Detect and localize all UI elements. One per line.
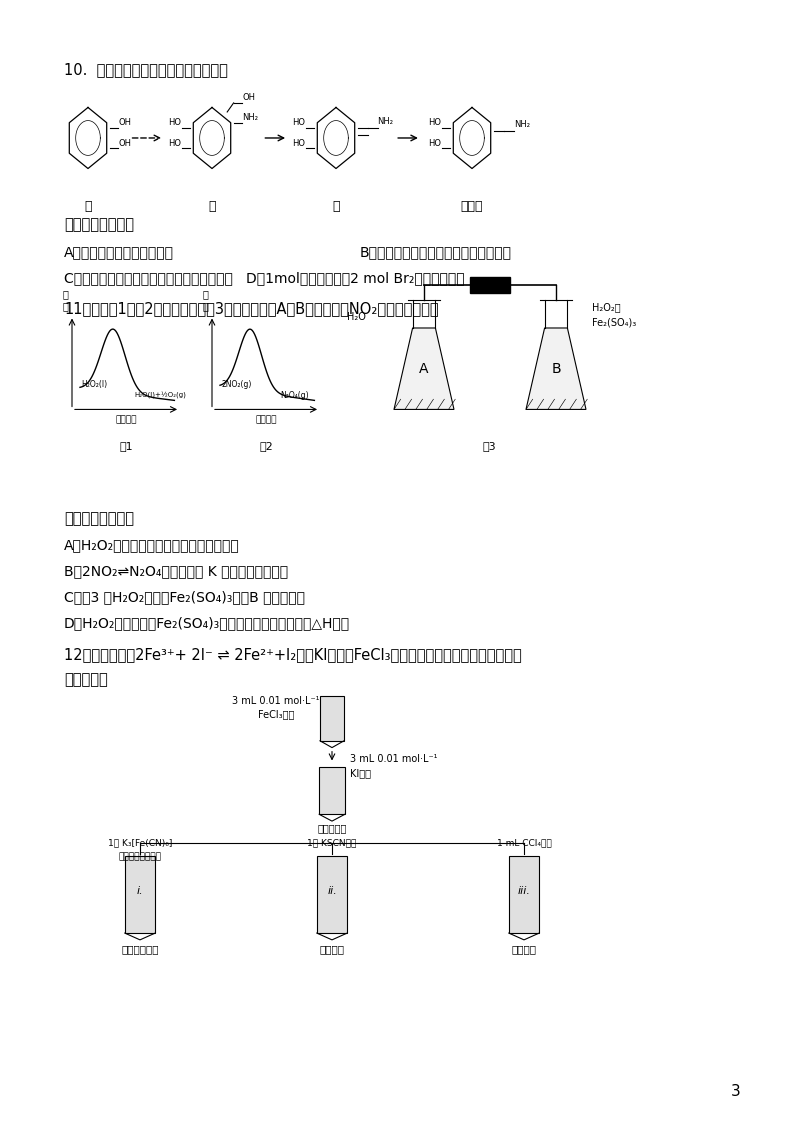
Text: 反应过程: 反应过程 [256,415,277,424]
Text: A．H₂O₂中只含有极性共价键，不含离子键: A．H₂O₂中只含有极性共价键，不含离子键 [64,538,240,552]
Bar [509,856,539,933]
Bar [320,696,344,741]
Text: 产生蓝色沉淀: 产生蓝色沉淀 [122,944,158,955]
Polygon shape [526,328,586,409]
Text: A: A [419,362,429,375]
Polygon shape [394,328,454,409]
Text: 下列说法正确的是: 下列说法正确的是 [64,511,134,526]
Bar [319,767,345,814]
Bar [317,856,347,933]
Text: 10.  多巴胺的一种合成路线如下图所示: 10. 多巴胺的一种合成路线如下图所示 [64,62,228,77]
Text: OH: OH [118,139,131,148]
Text: 1滴 K₃[Fe(CN)₆]: 1滴 K₃[Fe(CN)₆] [108,838,172,847]
Text: NH₂: NH₂ [378,116,394,126]
Text: 不正确的是: 不正确的是 [64,672,108,687]
Text: 溶液变红: 溶液变红 [319,944,345,955]
Text: NH₂: NH₂ [514,120,530,129]
Text: A．原料甲与苯酚互为同系物: A．原料甲与苯酚互为同系物 [64,245,174,259]
Text: 3 mL 0.01 mol·L⁻¹: 3 mL 0.01 mol·L⁻¹ [232,696,320,706]
Text: HO: HO [293,139,306,148]
Text: 1 mL CCl₄溶液: 1 mL CCl₄溶液 [497,838,551,847]
Text: 图3: 图3 [482,441,497,451]
Text: HO: HO [169,118,182,127]
Text: HO: HO [169,139,182,148]
Text: OH: OH [242,93,255,102]
Text: B．中间产物乙、丙和多巴胺都具有两性: B．中间产物乙、丙和多巴胺都具有两性 [360,245,512,259]
Text: 1滴 KSCN溶液: 1滴 KSCN溶液 [307,838,357,847]
Text: 11．利用图1和图2中的信息，按图3装置（连接的A、B瓶中已充有NO₂气体）进行实验: 11．利用图1和图2中的信息，按图3装置（连接的A、B瓶中已充有NO₂气体）进行… [64,301,438,316]
Text: C．图3 向H₂O₂中加入Fe₂(SO₄)₃后，B 中颜色变浅: C．图3 向H₂O₂中加入Fe₂(SO₄)₃后，B 中颜色变浅 [64,590,305,604]
Text: 振荡静置: 振荡静置 [511,944,537,955]
Text: 能
量: 能 量 [62,290,68,311]
Text: 图2: 图2 [259,441,274,451]
Text: OH: OH [118,118,131,127]
Text: 乙: 乙 [208,200,216,213]
Text: 能
量: 能 量 [202,290,208,311]
Text: KI溶液: KI溶液 [350,768,370,778]
Text: HO: HO [429,139,442,148]
Text: H₂O₂(l): H₂O₂(l) [82,380,108,389]
Text: 3 mL 0.01 mol·L⁻¹: 3 mL 0.01 mol·L⁻¹ [350,754,437,765]
Text: 反应过程: 反应过程 [116,415,137,424]
Text: Fe₂(SO₄)₃: Fe₂(SO₄)₃ [592,318,637,327]
Text: 下列说法正确的是: 下列说法正确的是 [64,217,134,232]
Text: H₂O: H₂O [347,312,366,321]
Text: H₂O₂和: H₂O₂和 [592,303,621,312]
Text: ii.: ii. [327,886,337,896]
Text: i.: i. [137,886,143,896]
Text: HO: HO [293,118,306,127]
Text: 3: 3 [731,1085,741,1099]
Text: 12．已知反应：2Fe³⁺+ 2I⁻ ⇌ 2Fe²⁺+I₂，用KI溶液和FeCl₃溶液进行如下实验。下列说法中，: 12．已知反应：2Fe³⁺+ 2I⁻ ⇌ 2Fe²⁺+I₂，用KI溶液和FeCl… [64,647,522,662]
Text: NH₂: NH₂ [242,113,258,122]
Text: 2NO₂(g): 2NO₂(g) [222,380,252,389]
Text: B．2NO₂⇌N₂O₄的平衡常数 K 随温度升高而减小: B．2NO₂⇌N₂O₄的平衡常数 K 随温度升高而减小 [64,564,288,578]
Text: iii.: iii. [518,886,530,896]
Text: D．H₂O₂分解反应中Fe₂(SO₄)₃作催化剂，可以使反应的△H减小: D．H₂O₂分解反应中Fe₂(SO₄)₃作催化剂，可以使反应的△H减小 [64,616,350,630]
Text: 多巴胺: 多巴胺 [461,200,483,213]
Text: H₂O(l)+½O₂(g): H₂O(l)+½O₂(g) [134,391,186,398]
Bar [470,277,510,293]
Text: （铁氰化钾）溶液: （铁氰化钾）溶液 [118,853,162,862]
Text: 分成三等份: 分成三等份 [318,823,346,834]
Text: 甲: 甲 [84,200,92,213]
Text: N₂O₄(g): N₂O₄(g) [280,391,309,400]
Text: FeCl₃溶液: FeCl₃溶液 [258,709,294,719]
Text: B: B [551,362,561,375]
Text: C．多巴胺不可能存在氨基酸类的同分异构体   D．1mol甲最多可以和2 mol Br₂发生取代反应: C．多巴胺不可能存在氨基酸类的同分异构体 D．1mol甲最多可以和2 mol B… [64,271,465,285]
Bar [125,856,155,933]
Text: HO: HO [429,118,442,127]
Text: 丙: 丙 [332,200,340,213]
Text: 图1: 图1 [119,441,134,451]
